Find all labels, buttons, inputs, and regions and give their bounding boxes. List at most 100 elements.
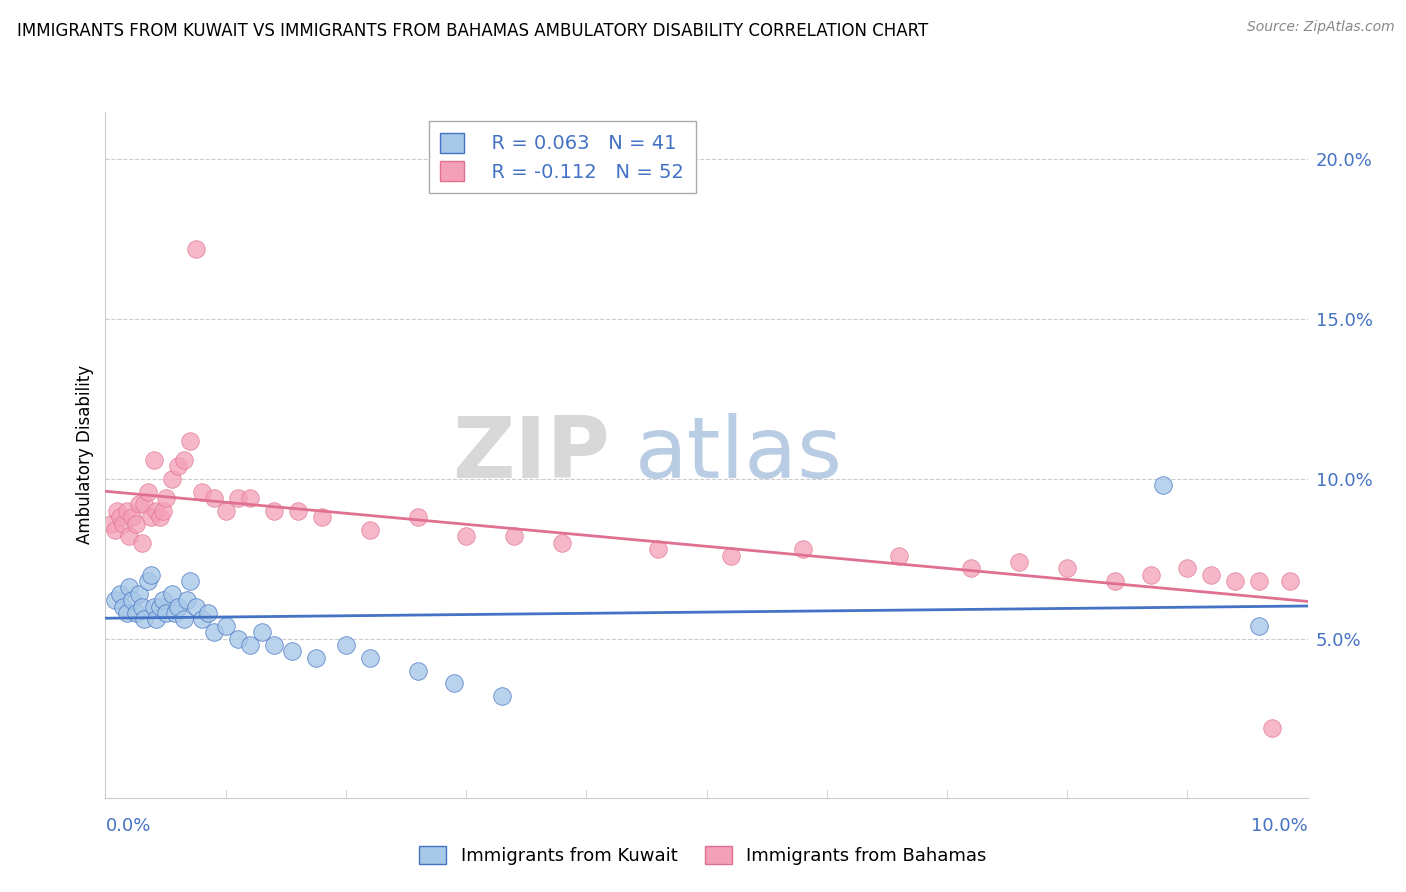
Text: ZIP: ZIP: [453, 413, 610, 497]
Point: [226, 632, 249, 646]
Text: 0.0%: 0.0%: [105, 817, 150, 835]
Point: [311, 510, 333, 524]
Point: [184, 242, 207, 256]
Point: [647, 542, 669, 557]
Point: [239, 638, 262, 652]
Point: [281, 644, 304, 658]
Point: [132, 498, 155, 512]
Point: [792, 542, 814, 557]
Point: [121, 510, 143, 524]
Point: [128, 498, 150, 512]
Point: [1278, 574, 1301, 588]
Point: [406, 510, 429, 524]
Y-axis label: Ambulatory Disability: Ambulatory Disability: [76, 366, 94, 544]
Point: [214, 504, 236, 518]
Point: [184, 599, 207, 614]
Point: [720, 549, 742, 563]
Point: [551, 535, 574, 549]
Point: [108, 587, 131, 601]
Text: atlas: atlas: [634, 413, 842, 497]
Point: [1140, 567, 1163, 582]
Point: [145, 612, 167, 626]
Point: [142, 452, 165, 467]
Point: [160, 587, 183, 601]
Point: [226, 491, 249, 505]
Point: [148, 510, 170, 524]
Point: [190, 484, 212, 499]
Point: [136, 574, 159, 588]
Point: [132, 612, 155, 626]
Point: [155, 491, 177, 505]
Point: [263, 504, 285, 518]
Point: [115, 504, 138, 518]
Point: [108, 510, 131, 524]
Point: [1056, 561, 1078, 575]
Point: [152, 504, 174, 518]
Point: [1225, 574, 1247, 588]
Point: [202, 625, 225, 640]
Point: [1260, 721, 1282, 735]
Point: [250, 625, 273, 640]
Point: [112, 516, 135, 531]
Point: [960, 561, 983, 575]
Point: [263, 638, 285, 652]
Text: Source: ZipAtlas.com: Source: ZipAtlas.com: [1247, 20, 1395, 34]
Point: [179, 574, 201, 588]
Legend: Immigrants from Kuwait, Immigrants from Bahamas: Immigrants from Kuwait, Immigrants from …: [412, 838, 994, 872]
Point: [491, 689, 513, 703]
Point: [118, 581, 141, 595]
Point: [115, 606, 138, 620]
Point: [131, 599, 153, 614]
Point: [139, 510, 162, 524]
Point: [454, 529, 477, 543]
Point: [142, 599, 165, 614]
Point: [239, 491, 262, 505]
Point: [1249, 574, 1271, 588]
Legend:   R = 0.063   N = 41,   R = -0.112   N = 52: R = 0.063 N = 41, R = -0.112 N = 52: [429, 121, 696, 194]
Point: [148, 599, 170, 614]
Point: [112, 599, 135, 614]
Point: [197, 606, 219, 620]
Point: [166, 599, 188, 614]
Point: [107, 504, 129, 518]
Point: [202, 491, 225, 505]
Point: [160, 472, 183, 486]
Point: [1175, 561, 1198, 575]
Point: [359, 523, 381, 537]
Text: IMMIGRANTS FROM KUWAIT VS IMMIGRANTS FROM BAHAMAS AMBULATORY DISABILITY CORRELAT: IMMIGRANTS FROM KUWAIT VS IMMIGRANTS FRO…: [17, 22, 928, 40]
Point: [176, 593, 198, 607]
Point: [118, 529, 141, 543]
Point: [121, 593, 143, 607]
Point: [104, 593, 127, 607]
Point: [100, 516, 122, 531]
Point: [1104, 574, 1126, 588]
Point: [104, 523, 127, 537]
Point: [173, 612, 195, 626]
Point: [503, 529, 526, 543]
Point: [152, 593, 174, 607]
Point: [406, 664, 429, 678]
Point: [1249, 619, 1271, 633]
Point: [179, 434, 201, 448]
Point: [359, 650, 381, 665]
Point: [173, 452, 195, 467]
Point: [166, 459, 188, 474]
Point: [165, 606, 187, 620]
Point: [214, 619, 236, 633]
Point: [128, 587, 150, 601]
Point: [136, 484, 159, 499]
Point: [1152, 478, 1174, 492]
Point: [443, 676, 465, 690]
Point: [335, 638, 357, 652]
Point: [131, 535, 153, 549]
Point: [1008, 555, 1031, 569]
Point: [287, 504, 309, 518]
Point: [145, 504, 167, 518]
Point: [190, 612, 212, 626]
Point: [124, 516, 146, 531]
Point: [305, 650, 328, 665]
Point: [155, 606, 177, 620]
Text: 10.0%: 10.0%: [1251, 817, 1308, 835]
Point: [139, 567, 162, 582]
Point: [887, 549, 910, 563]
